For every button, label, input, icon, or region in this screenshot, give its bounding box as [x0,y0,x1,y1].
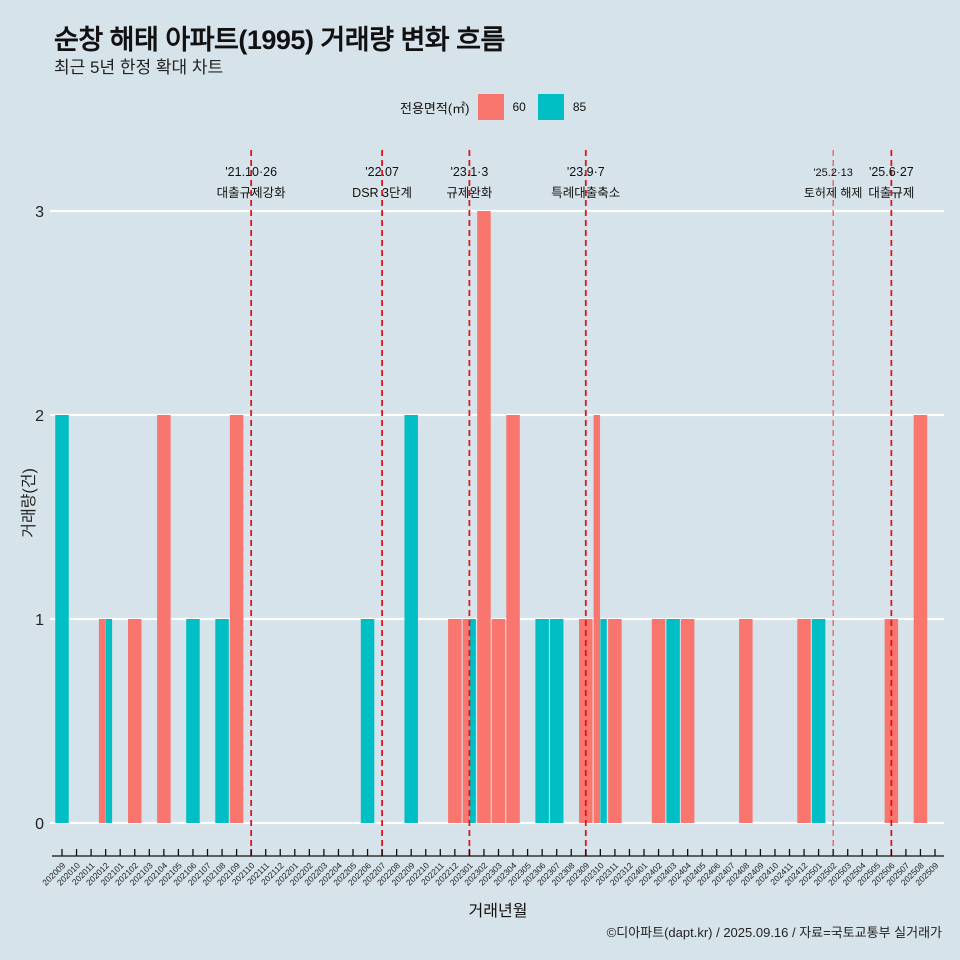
event-name-label: DSR 3단계 [352,186,412,200]
bar-60-202311 [608,619,622,823]
bar-85-202310 [600,619,607,823]
bar-60-202104 [157,415,171,823]
event-date-label: '21.10·26 [225,165,277,179]
bar-60-202301 [462,619,470,823]
bar-60-202404 [680,619,695,823]
bar-85-202501 [811,619,826,823]
x-axis-label: 거래년월 [468,903,528,920]
event-name-label: 토허제 해제 [804,186,863,200]
bar-85-202209 [404,415,418,823]
bar-60-202109 [229,415,244,823]
bar-85-202403 [666,619,680,823]
bar-60-202408 [739,619,753,823]
bar-60-202310 [593,415,601,823]
bar-85-202307 [549,619,564,823]
event-date-label: '25.6·27 [869,165,914,179]
y-axis: 0 1 2 3 [35,204,44,833]
bar-85-202106 [186,619,200,823]
y-tick-label: 0 [35,816,44,833]
event-date-label: '23.1·3 [450,165,488,179]
event-lines: '21.10·26 대출규제강화 '22.07 DSR 3단계 '23.1·3 규제완화 '… [217,150,914,856]
event-date-label: '22.07 [365,165,399,179]
bar-60-202508 [913,415,928,823]
event-name-label: 대출규제강화 [217,186,287,200]
legend-title: 전용면적(㎡) [400,100,470,116]
chart-subtitle: 최근 5년 한정 확대 차트 [54,58,224,77]
y-tick-label: 2 [35,408,44,425]
legend-item-60: 60 [477,94,532,120]
source-caption: ©디아파트(dapt.kr) / 2025.09.16 / 자료=국토교통부 실… [606,925,942,940]
event-name-label: 특례대출축소 [551,186,620,200]
bars [55,211,928,823]
event-date-label: '25.2·13 [813,167,852,179]
legend-label-60: 60 [512,100,526,114]
event-name-label: 규제완화 [446,186,493,200]
bar-60-202304 [506,415,520,823]
y-tick-label: 1 [35,612,44,629]
event-date-label: '23.9·7 [567,165,605,179]
y-tick-label: 3 [35,204,44,221]
bar-85-202301 [469,619,476,823]
bar-85-202108 [215,619,229,823]
y-axis-label: 거래량(건) [20,468,38,538]
bar-60-202402 [651,619,666,823]
chart-title: 순창 해태 아파트(1995) 거래량 변화 흐름 [54,25,505,55]
bar-85-202306 [535,619,549,823]
bar-60-202302 [477,211,491,823]
x-axis: 2020092020102020112020122021012021022021… [40,849,944,887]
bar-60-202412 [797,619,811,823]
legend-swatch-60 [477,94,504,120]
bar-60-202102 [128,619,142,823]
legend-swatch-85 [537,94,564,120]
bar-60-202303 [491,619,506,823]
legend: 전용면적(㎡) 60 85 [400,93,598,121]
bar-85-202012 [105,619,113,823]
legend-label-85: 85 [572,100,587,114]
legend-item-85: 85 [537,94,592,120]
bar-60-202012 [98,619,106,823]
event-name-label: 대출규제 [868,186,914,200]
bar-85-202009 [55,415,69,823]
bar-60-202212 [448,619,462,823]
bar-85-202206 [360,619,375,823]
